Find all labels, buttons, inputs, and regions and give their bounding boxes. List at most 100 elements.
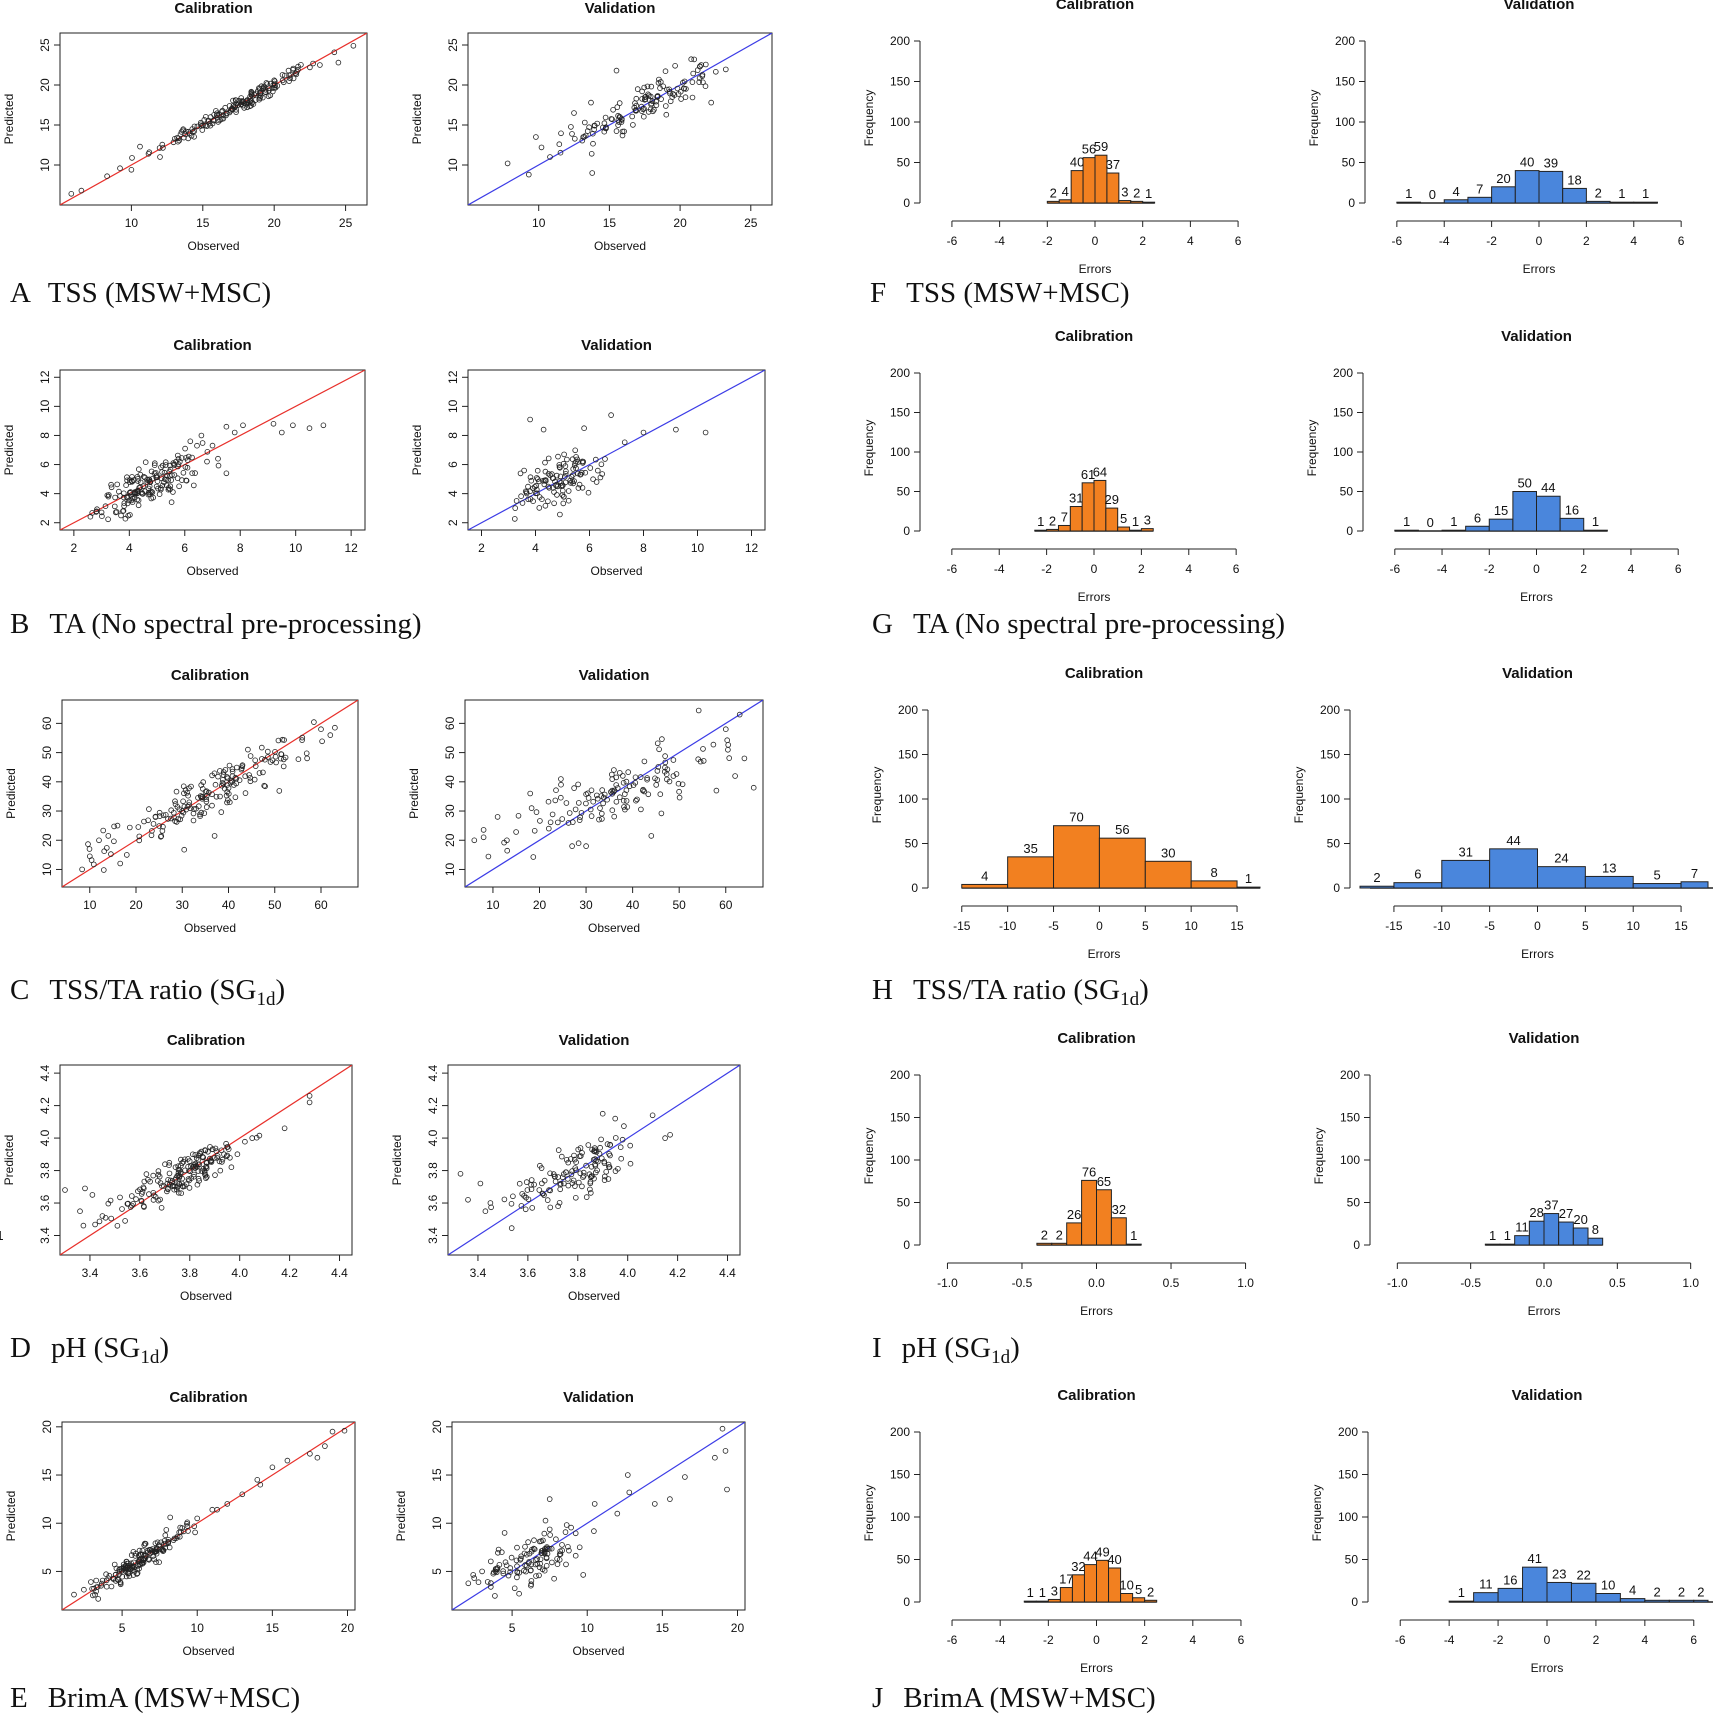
data-point	[579, 1183, 585, 1190]
panel-close: )	[275, 974, 285, 1006]
data-point	[675, 780, 682, 787]
data-point	[168, 807, 175, 813]
data-point	[183, 454, 189, 461]
data-point	[332, 724, 338, 731]
data-point	[556, 141, 563, 148]
y-tick-label: 60	[443, 716, 457, 730]
data-point	[637, 774, 644, 780]
data-point	[638, 806, 644, 813]
y-tick-label: 150	[1320, 748, 1340, 762]
data-point	[180, 1159, 187, 1165]
x-tick-label: 2	[478, 541, 485, 555]
data-point	[480, 827, 487, 833]
data-point	[154, 474, 161, 481]
data-point	[104, 845, 110, 851]
x-tick-label: -6	[947, 1633, 958, 1647]
data-point	[528, 1567, 534, 1573]
bar-value-label: 1	[1504, 1228, 1511, 1243]
data-point	[479, 1568, 485, 1575]
y-tick-label: 15	[446, 118, 460, 132]
histogram-bar	[1105, 507, 1119, 532]
data-point	[575, 470, 581, 477]
y-tick-label: 3.4	[38, 1227, 52, 1244]
y-axis-label: Frequency	[1312, 1128, 1326, 1185]
histogram-bar	[1441, 859, 1491, 889]
data-point	[311, 719, 317, 725]
data-point	[590, 476, 596, 483]
data-point	[103, 1583, 110, 1590]
x-tick-label: 1.0	[1682, 1276, 1699, 1290]
data-point	[571, 110, 577, 116]
data-point	[214, 112, 220, 118]
data-point	[537, 1556, 544, 1563]
x-tick-label: 4.4	[719, 1266, 736, 1280]
data-point	[557, 1551, 564, 1557]
histogram-bar	[1633, 201, 1658, 204]
data-point	[556, 1557, 563, 1563]
data-point	[597, 1144, 603, 1151]
data-point	[627, 1160, 634, 1167]
histogram-bar	[1546, 1581, 1572, 1603]
data-point	[662, 1135, 668, 1141]
data-point	[138, 1198, 145, 1205]
data-point	[724, 737, 730, 743]
bar-value-label: 18	[1567, 172, 1581, 187]
bar-value-label: 16	[1565, 502, 1579, 517]
data-point	[708, 99, 714, 106]
x-tick-label: 60	[719, 898, 733, 912]
data-point	[573, 1167, 579, 1173]
data-point	[198, 809, 205, 816]
x-axis-label: Observed	[588, 921, 640, 935]
data-point	[722, 1448, 729, 1454]
panel-caption-A: A TSS (MSW+MSC)	[10, 277, 271, 309]
data-point	[475, 1579, 482, 1585]
data-point	[484, 1579, 491, 1585]
y-axis-label: Frequency	[862, 90, 876, 147]
bar-value-label: 65	[1097, 1174, 1111, 1189]
data-point	[128, 167, 135, 173]
data-point	[547, 154, 553, 160]
data-point	[541, 481, 548, 488]
data-point	[565, 1159, 571, 1166]
data-point	[218, 1147, 225, 1154]
data-point	[232, 794, 239, 801]
data-point	[542, 1546, 548, 1553]
data-point	[664, 766, 671, 773]
data-point	[500, 1568, 506, 1574]
data-point	[278, 429, 285, 436]
x-tick-label: 10	[83, 898, 97, 912]
data-point	[660, 83, 666, 90]
histogram-bar	[1393, 882, 1443, 889]
data-point	[101, 867, 107, 873]
histogram-bar	[1120, 1593, 1134, 1603]
data-point	[590, 798, 596, 805]
y-tick-label: 30	[40, 804, 54, 818]
x-tick-label: 2	[1139, 234, 1146, 248]
data-point	[553, 787, 559, 793]
data-point	[536, 1572, 542, 1579]
data-point	[621, 439, 628, 446]
data-point	[89, 1586, 95, 1592]
data-point	[93, 1577, 99, 1584]
data-point	[672, 63, 678, 69]
data-point	[678, 96, 684, 102]
y-tick-label: 150	[1340, 1111, 1360, 1125]
data-point	[223, 112, 229, 119]
bar-value-label: 2	[1056, 1227, 1063, 1242]
data-point	[565, 488, 572, 494]
data-point	[212, 1145, 219, 1152]
data-point	[123, 1568, 129, 1575]
data-point	[150, 494, 157, 501]
data-point	[570, 480, 576, 487]
histogram-bar	[1007, 856, 1055, 889]
data-point	[531, 827, 538, 834]
plot-frame	[467, 369, 766, 531]
scatter-plot-D2: Validation 3.4 3.6 3.8 4.0 4.2 4.4 3.4 3.6 3.8 4.0…	[390, 1032, 741, 1303]
panel-close: )	[159, 1332, 169, 1364]
data-point	[534, 467, 541, 474]
data-point	[285, 67, 292, 74]
data-point	[190, 1151, 196, 1158]
data-point	[614, 104, 621, 110]
data-point	[564, 456, 570, 463]
panel-letter: A	[10, 277, 31, 309]
